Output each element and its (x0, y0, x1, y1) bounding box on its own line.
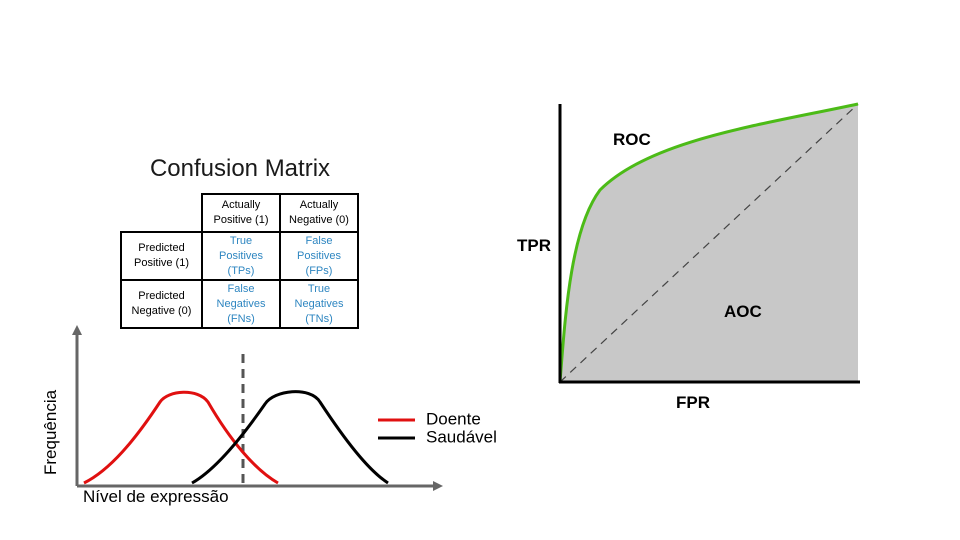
roc-y-axis-label: TPR (517, 236, 551, 255)
cell-text: (FNs) (227, 312, 255, 325)
cell-false-positives: False Positives (FPs) (279, 231, 359, 281)
confusion-matrix-title: Confusion Matrix (149, 155, 331, 182)
cell-false-negatives: False Negatives (FNs) (201, 279, 281, 329)
area-label: AOC (724, 302, 762, 321)
roc-curve (558, 102, 859, 383)
cell-text: Negatives (216, 297, 266, 310)
confusion-matrix-table: Actually Positive (1) Actually Negative … (120, 193, 359, 329)
col-header-positive: Actually Positive (1) (201, 193, 281, 233)
row-header-negative: Predicted Negative (0) (120, 279, 203, 329)
distribution-plot: Frequência Nível de expressão Doente Sau… (41, 325, 497, 506)
row-header-text: Positive (1) (133, 257, 190, 269)
saudavel-curve (191, 390, 389, 485)
cell-text: False (227, 282, 255, 295)
row-header-text: Predicted (138, 242, 185, 254)
x-axis-label: Nível de expressão (83, 487, 229, 506)
col-header-text: Positive (1) (213, 214, 269, 226)
cell-true-positives: True Positives (TPs) (201, 231, 281, 281)
cell-text: False (305, 234, 333, 247)
legend-label-doente: Doente (426, 409, 481, 428)
roc-curve-label: ROC (613, 130, 651, 149)
cell-text: True (307, 282, 331, 295)
roc-plot: ROC TPR FPR AOC (517, 102, 860, 412)
row-header-text: Predicted (138, 290, 185, 302)
cell-text: (TNs) (305, 312, 333, 325)
col-header-text: Negative (0) (289, 214, 349, 226)
col-header-text: Actually (221, 199, 261, 211)
cell-text: (FPs) (305, 264, 333, 277)
cell-text: Positives (296, 249, 342, 262)
row-header-text: Negative (0) (131, 305, 192, 317)
row-header-positive: Predicted Positive (1) (120, 231, 203, 281)
cell-text: Positives (218, 249, 264, 262)
cell-text: True (229, 234, 253, 247)
col-header-negative: Actually Negative (0) (279, 193, 359, 233)
cell-true-negatives: True Negatives (TNs) (279, 279, 359, 329)
col-header-text: Actually (299, 199, 339, 211)
y-axis-label: Frequência (41, 389, 60, 475)
roc-x-axis-label: FPR (676, 393, 710, 412)
doente-curve (83, 390, 279, 485)
legend-label-saudavel: Saudável (426, 427, 497, 446)
cell-text: Negatives (294, 297, 344, 310)
cell-text: (TPs) (227, 264, 255, 277)
diagonal-line (559, 103, 859, 383)
